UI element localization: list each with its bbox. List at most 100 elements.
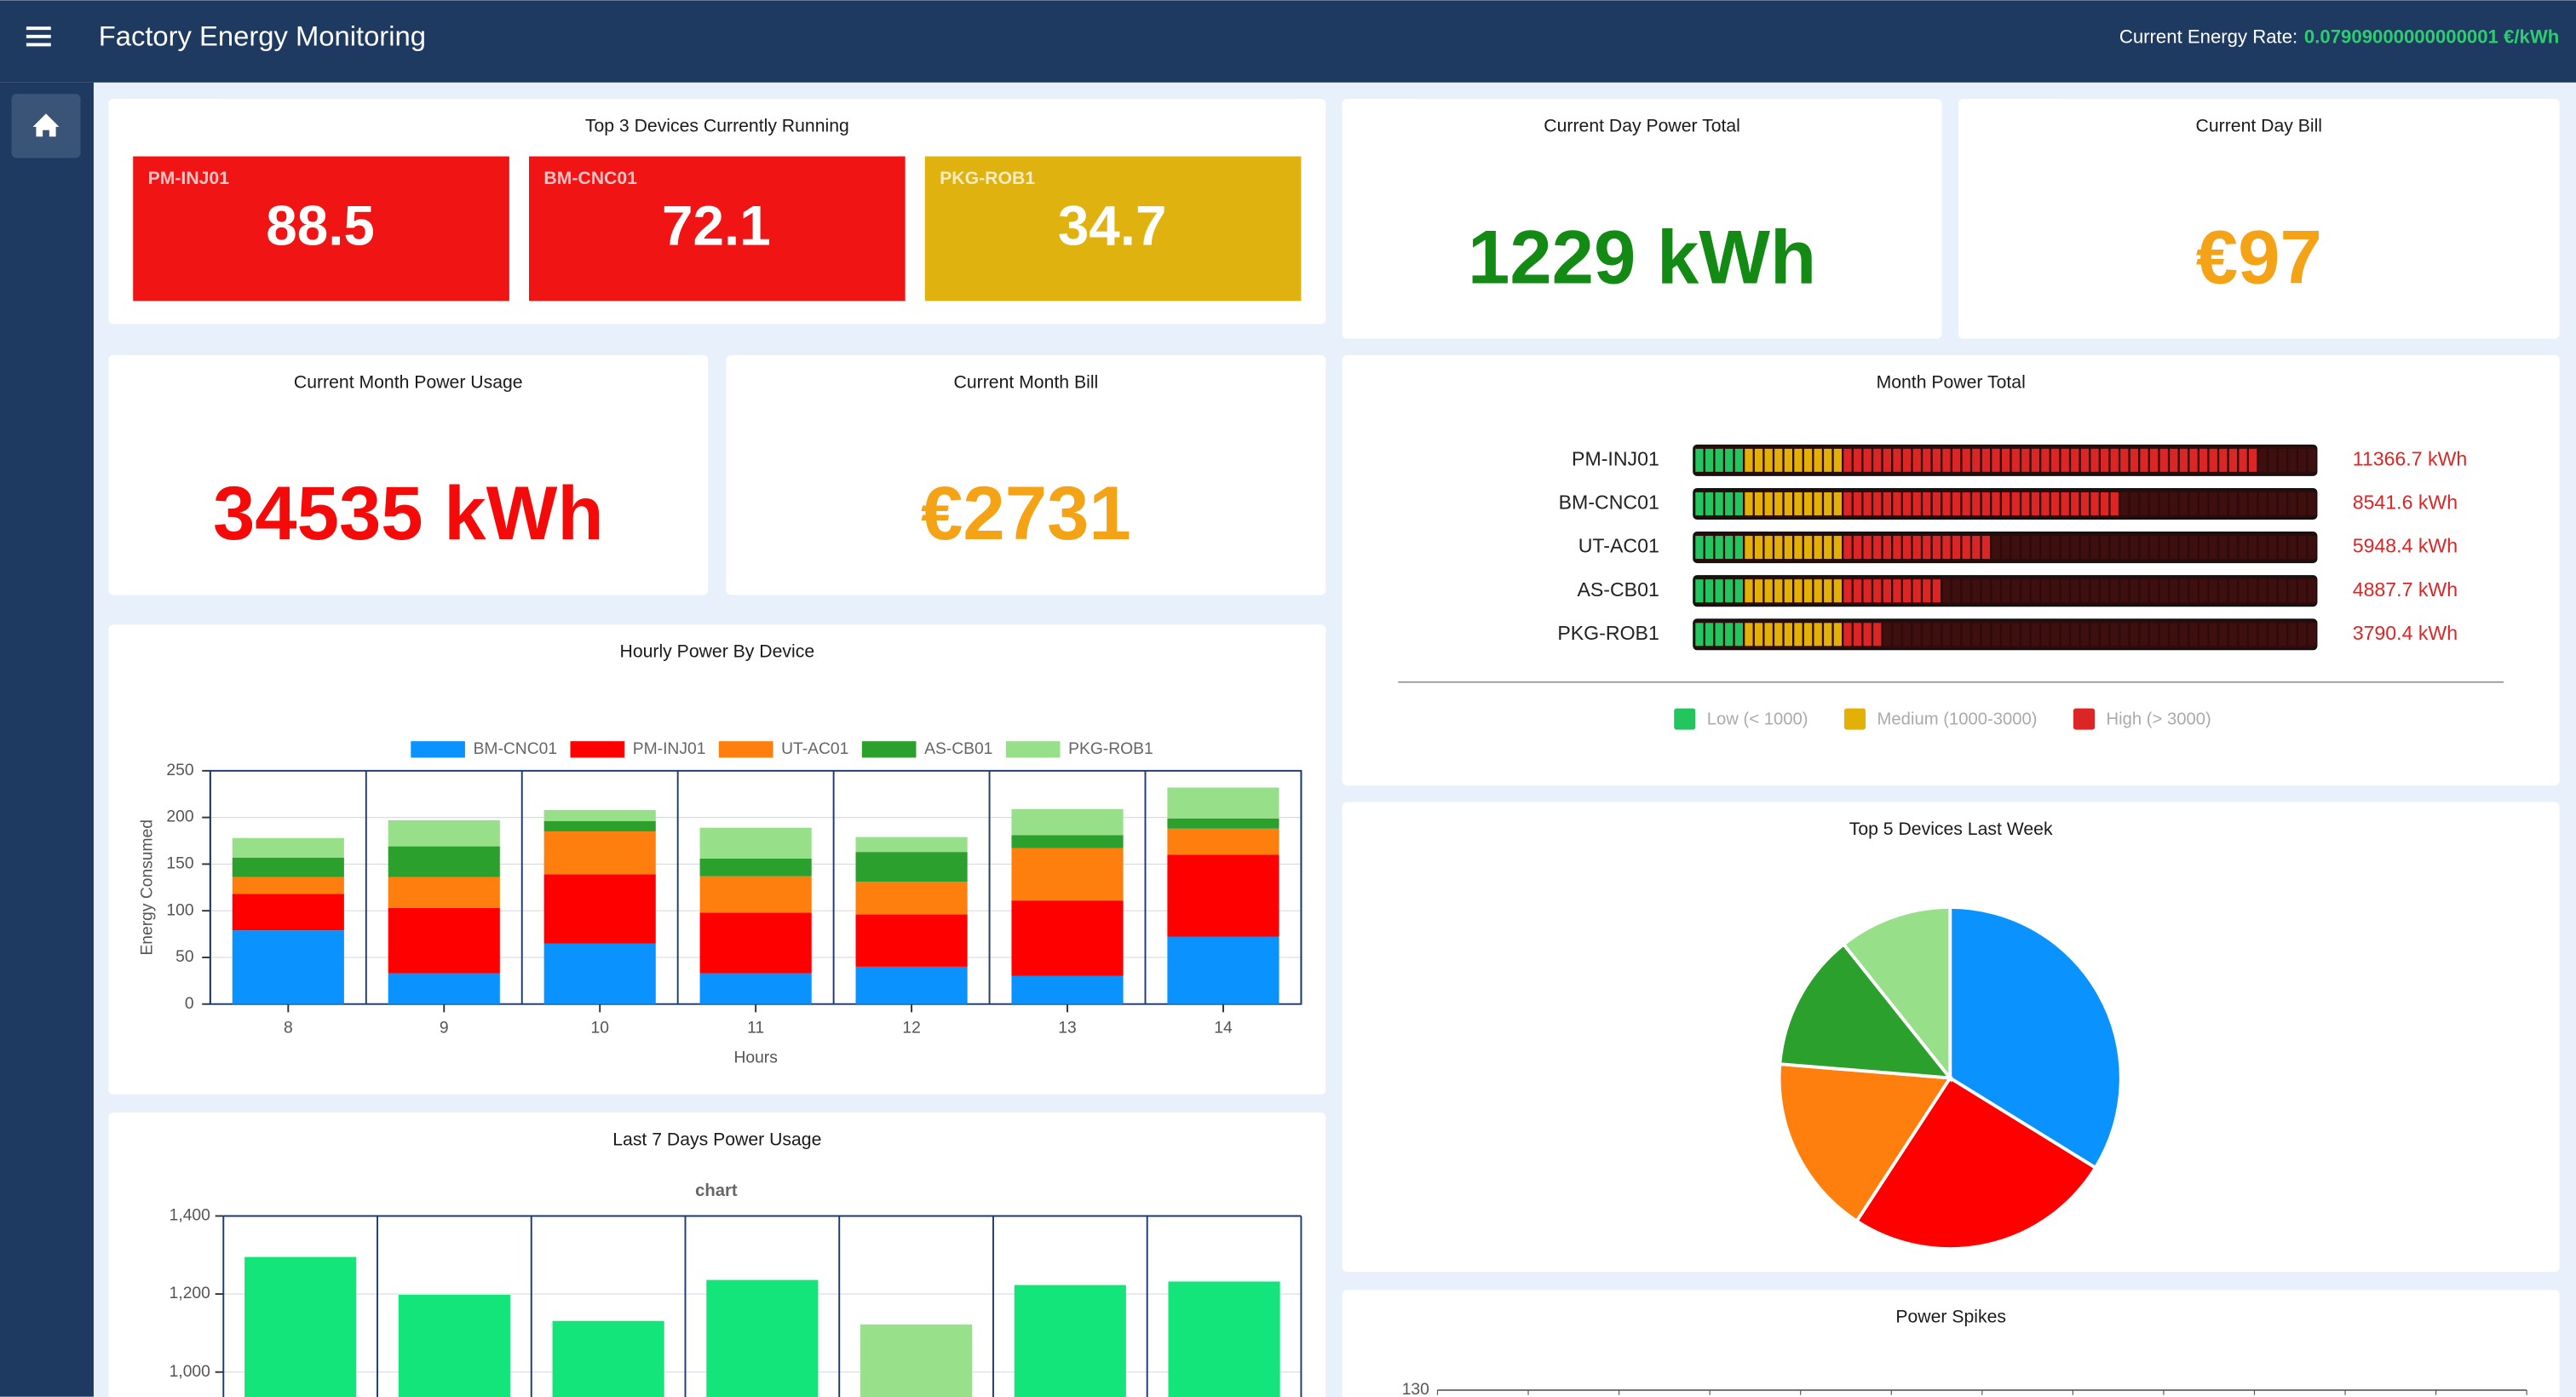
bar-segment bbox=[1725, 623, 1734, 647]
bar-segment bbox=[2228, 536, 2238, 560]
legend-swatch bbox=[1005, 741, 1061, 758]
legend-swatch bbox=[411, 741, 465, 758]
sidebar bbox=[0, 82, 94, 1397]
bar-segment bbox=[1824, 579, 1832, 603]
bar-segment bbox=[2130, 536, 2139, 560]
bar-segment bbox=[543, 874, 656, 944]
bar-segment bbox=[2278, 448, 2287, 472]
menu-button[interactable] bbox=[26, 26, 51, 47]
bar-segment bbox=[2268, 448, 2277, 472]
bar-segment bbox=[1912, 623, 1921, 647]
bar-segment bbox=[2149, 579, 2159, 603]
bar-segment bbox=[1883, 623, 1892, 647]
bar-segment bbox=[2031, 623, 2040, 647]
bar-segment bbox=[2268, 579, 2277, 603]
bar-segment bbox=[2110, 448, 2119, 472]
bar-segment bbox=[388, 907, 500, 974]
chart-subtitle: chart bbox=[695, 1181, 738, 1200]
bar-segment bbox=[2258, 448, 2267, 472]
bar-segment bbox=[1725, 579, 1734, 603]
bar-segment bbox=[1853, 623, 1862, 647]
bar-segment bbox=[2090, 448, 2099, 472]
bar-segment bbox=[1873, 448, 1882, 472]
bar-segment bbox=[2239, 579, 2247, 603]
bar-segment bbox=[2209, 536, 2217, 560]
bar-segment bbox=[2090, 579, 2099, 603]
bar-segment bbox=[2110, 492, 2119, 515]
device-value: 88.5 bbox=[266, 195, 375, 257]
bar-segment bbox=[2189, 448, 2198, 472]
bar-segment bbox=[1833, 579, 1843, 603]
bar-segment bbox=[2149, 623, 2159, 647]
home-button[interactable] bbox=[11, 94, 81, 158]
bar-segment bbox=[1705, 536, 1714, 560]
bar-segment bbox=[1705, 448, 1714, 472]
bar-segment bbox=[1725, 492, 1734, 515]
bar-segment bbox=[2258, 579, 2267, 603]
bar bbox=[706, 1279, 819, 1397]
bar-segment bbox=[2199, 579, 2208, 603]
bar-segment bbox=[2159, 623, 2168, 647]
bar-segment bbox=[1167, 787, 1279, 819]
bar-segment bbox=[1853, 448, 1862, 472]
bar-segment bbox=[2001, 448, 2010, 472]
device-tile bbox=[529, 156, 906, 302]
bar-segment bbox=[2189, 492, 2198, 515]
bar-segment bbox=[1814, 492, 1822, 515]
bar-segment bbox=[2130, 579, 2139, 603]
rate-label: Current Energy Rate: bbox=[2119, 26, 2297, 48]
bar-segment bbox=[1843, 623, 1852, 647]
bar-segment bbox=[2298, 448, 2307, 472]
bar-segment bbox=[2011, 492, 2020, 515]
card bbox=[1958, 99, 2560, 339]
legend-label: UT-AC01 bbox=[781, 740, 848, 758]
bar-segment bbox=[2209, 579, 2217, 603]
bar-segment bbox=[2140, 536, 2148, 560]
bar-segment bbox=[2228, 579, 2238, 603]
bar-segment bbox=[2050, 536, 2060, 560]
bar-segment bbox=[1774, 623, 1783, 647]
bar-segment bbox=[2298, 579, 2307, 603]
bar-segment bbox=[2170, 448, 2178, 472]
bar-segment bbox=[1853, 536, 1862, 560]
bar-segment bbox=[2268, 536, 2277, 560]
bar-segment bbox=[2268, 492, 2277, 515]
bar-segment bbox=[2308, 536, 2316, 560]
card bbox=[1342, 1290, 2560, 1397]
stat-value: €2731 bbox=[921, 471, 1131, 555]
bar-segment bbox=[2308, 623, 2316, 647]
bar-segment bbox=[1167, 828, 1279, 855]
bar-segment bbox=[1962, 623, 1970, 647]
bar-segment bbox=[1745, 623, 1753, 647]
bar bbox=[398, 1295, 510, 1397]
y-tick-label: 1,400 bbox=[170, 1207, 210, 1225]
bar-segment bbox=[2011, 448, 2020, 472]
bar-segment bbox=[1981, 448, 1991, 472]
bar-segment bbox=[1902, 579, 1912, 603]
bar-segment bbox=[2071, 623, 2079, 647]
bar-segment bbox=[1011, 900, 1124, 976]
bar-segment bbox=[1932, 623, 1941, 647]
bar-segment bbox=[2308, 492, 2316, 515]
device-value: 34.7 bbox=[1058, 195, 1167, 257]
bar-segment bbox=[2189, 623, 2198, 647]
bar-segment bbox=[1972, 579, 1981, 603]
x-tick-label: 10 bbox=[590, 1020, 608, 1038]
bar-segment bbox=[2061, 536, 2069, 560]
bar-segment bbox=[699, 973, 812, 1004]
bar-segment bbox=[1912, 492, 1921, 515]
bar bbox=[860, 1324, 973, 1397]
card-title: Current Day Bill bbox=[2196, 116, 2322, 135]
bar-segment bbox=[543, 943, 656, 1004]
bar-segment bbox=[1803, 448, 1813, 472]
device-label: PKG-ROB1 bbox=[1557, 622, 1659, 644]
pie-slice bbox=[1778, 941, 1954, 1080]
bar-segment bbox=[1992, 536, 2000, 560]
bar-segment bbox=[1853, 492, 1862, 515]
bar-segment bbox=[1863, 492, 1872, 515]
bar-segment bbox=[2149, 448, 2159, 472]
bar-segment bbox=[2258, 623, 2267, 647]
bar-segment bbox=[1843, 448, 1852, 472]
bar-segment bbox=[1883, 536, 1892, 560]
